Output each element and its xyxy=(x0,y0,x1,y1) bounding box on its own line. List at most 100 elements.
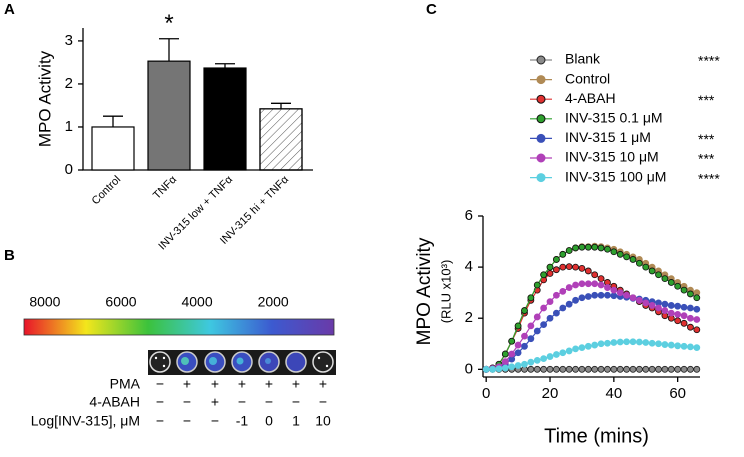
scale-tick-label: 2000 xyxy=(258,294,289,310)
cell: 10 xyxy=(315,413,331,429)
data-point xyxy=(635,296,643,304)
data-point xyxy=(495,365,503,373)
data-point xyxy=(527,358,535,366)
legend-marker xyxy=(536,94,546,104)
cell: + xyxy=(238,376,246,392)
y-tick-label: 6 xyxy=(465,207,473,224)
scale-tick-label: 6000 xyxy=(105,294,136,310)
data-point xyxy=(559,365,567,373)
data-point xyxy=(680,286,688,294)
data-point xyxy=(559,250,567,258)
significance: **** xyxy=(698,53,720,69)
data-point xyxy=(623,338,631,346)
x-axis-label: Time (mins) xyxy=(544,425,649,447)
data-point xyxy=(616,289,624,297)
series-line xyxy=(486,265,698,370)
data-point xyxy=(648,302,656,309)
data-point xyxy=(610,292,618,300)
data-point xyxy=(514,322,522,330)
data-point xyxy=(635,338,643,346)
data-point xyxy=(565,247,573,254)
x-tick-label: Control xyxy=(90,174,124,208)
significance: * xyxy=(164,10,173,37)
data-point xyxy=(508,337,516,345)
data-point xyxy=(552,266,560,274)
cell: + xyxy=(183,376,191,392)
legend-label: INV-315 10 μM xyxy=(565,149,659,165)
data-point xyxy=(661,275,669,283)
row-label: Log[INV-315], μM xyxy=(31,413,140,429)
legend-marker xyxy=(536,173,546,183)
data-point xyxy=(680,303,688,311)
data-point xyxy=(648,339,656,347)
legend-label: 4-ABAH xyxy=(565,90,616,106)
data-point xyxy=(629,256,637,263)
data-point xyxy=(578,344,586,352)
data-point xyxy=(680,319,688,327)
data-point xyxy=(674,342,682,350)
data-point xyxy=(552,365,560,373)
panel-label: B xyxy=(4,247,15,264)
significance: *** xyxy=(698,92,715,108)
data-point xyxy=(604,291,611,299)
data-point xyxy=(667,302,675,309)
data-point xyxy=(572,345,579,353)
data-point xyxy=(540,321,548,329)
data-point xyxy=(604,365,611,373)
data-point xyxy=(559,304,567,312)
data-point xyxy=(584,342,592,350)
row-label: PMA xyxy=(110,376,141,392)
significance: **** xyxy=(698,170,720,186)
data-point xyxy=(540,271,548,279)
data-point xyxy=(674,302,682,310)
data-point xyxy=(635,365,643,373)
data-point xyxy=(591,280,599,288)
data-point xyxy=(604,245,611,253)
cell: − xyxy=(319,394,327,410)
data-point xyxy=(578,243,586,251)
data-point xyxy=(521,332,528,340)
significance: *** xyxy=(698,131,715,147)
data-point xyxy=(687,314,694,322)
y-tick-label: 2 xyxy=(65,75,73,92)
data-point xyxy=(482,365,490,373)
x-tick-label: 0 xyxy=(482,385,490,402)
data-point xyxy=(687,304,694,312)
data-point xyxy=(680,342,688,350)
y-tick-label: 4 xyxy=(465,258,473,275)
data-point xyxy=(623,253,631,261)
data-point xyxy=(533,281,541,289)
data-point xyxy=(648,365,656,373)
y-tick-label: 3 xyxy=(65,32,73,49)
data-point xyxy=(655,304,662,312)
data-point xyxy=(572,263,579,271)
cell: 0 xyxy=(265,413,273,429)
data-point xyxy=(565,284,573,291)
data-point xyxy=(680,365,688,373)
data-point xyxy=(572,365,579,373)
data-point xyxy=(559,263,567,271)
y-tick-label: 0 xyxy=(65,161,73,178)
data-point xyxy=(578,264,586,272)
data-point xyxy=(521,307,528,314)
data-point xyxy=(661,341,669,348)
data-point xyxy=(642,365,650,373)
cell: − xyxy=(238,394,246,410)
legend-label: INV-315 0.1 μM xyxy=(565,110,663,126)
data-point xyxy=(616,365,624,373)
data-point xyxy=(540,304,548,312)
data-point xyxy=(565,347,573,355)
legend-marker xyxy=(536,55,546,65)
cell: 1 xyxy=(292,413,300,429)
data-point xyxy=(629,294,637,302)
data-point xyxy=(642,299,650,307)
data-point xyxy=(508,350,516,358)
cell: − xyxy=(183,394,191,410)
data-point xyxy=(572,296,579,304)
bar xyxy=(91,126,135,171)
y-tick-label: 2 xyxy=(465,309,473,326)
data-point xyxy=(533,365,541,373)
data-point xyxy=(508,363,516,371)
data-point xyxy=(501,350,509,358)
